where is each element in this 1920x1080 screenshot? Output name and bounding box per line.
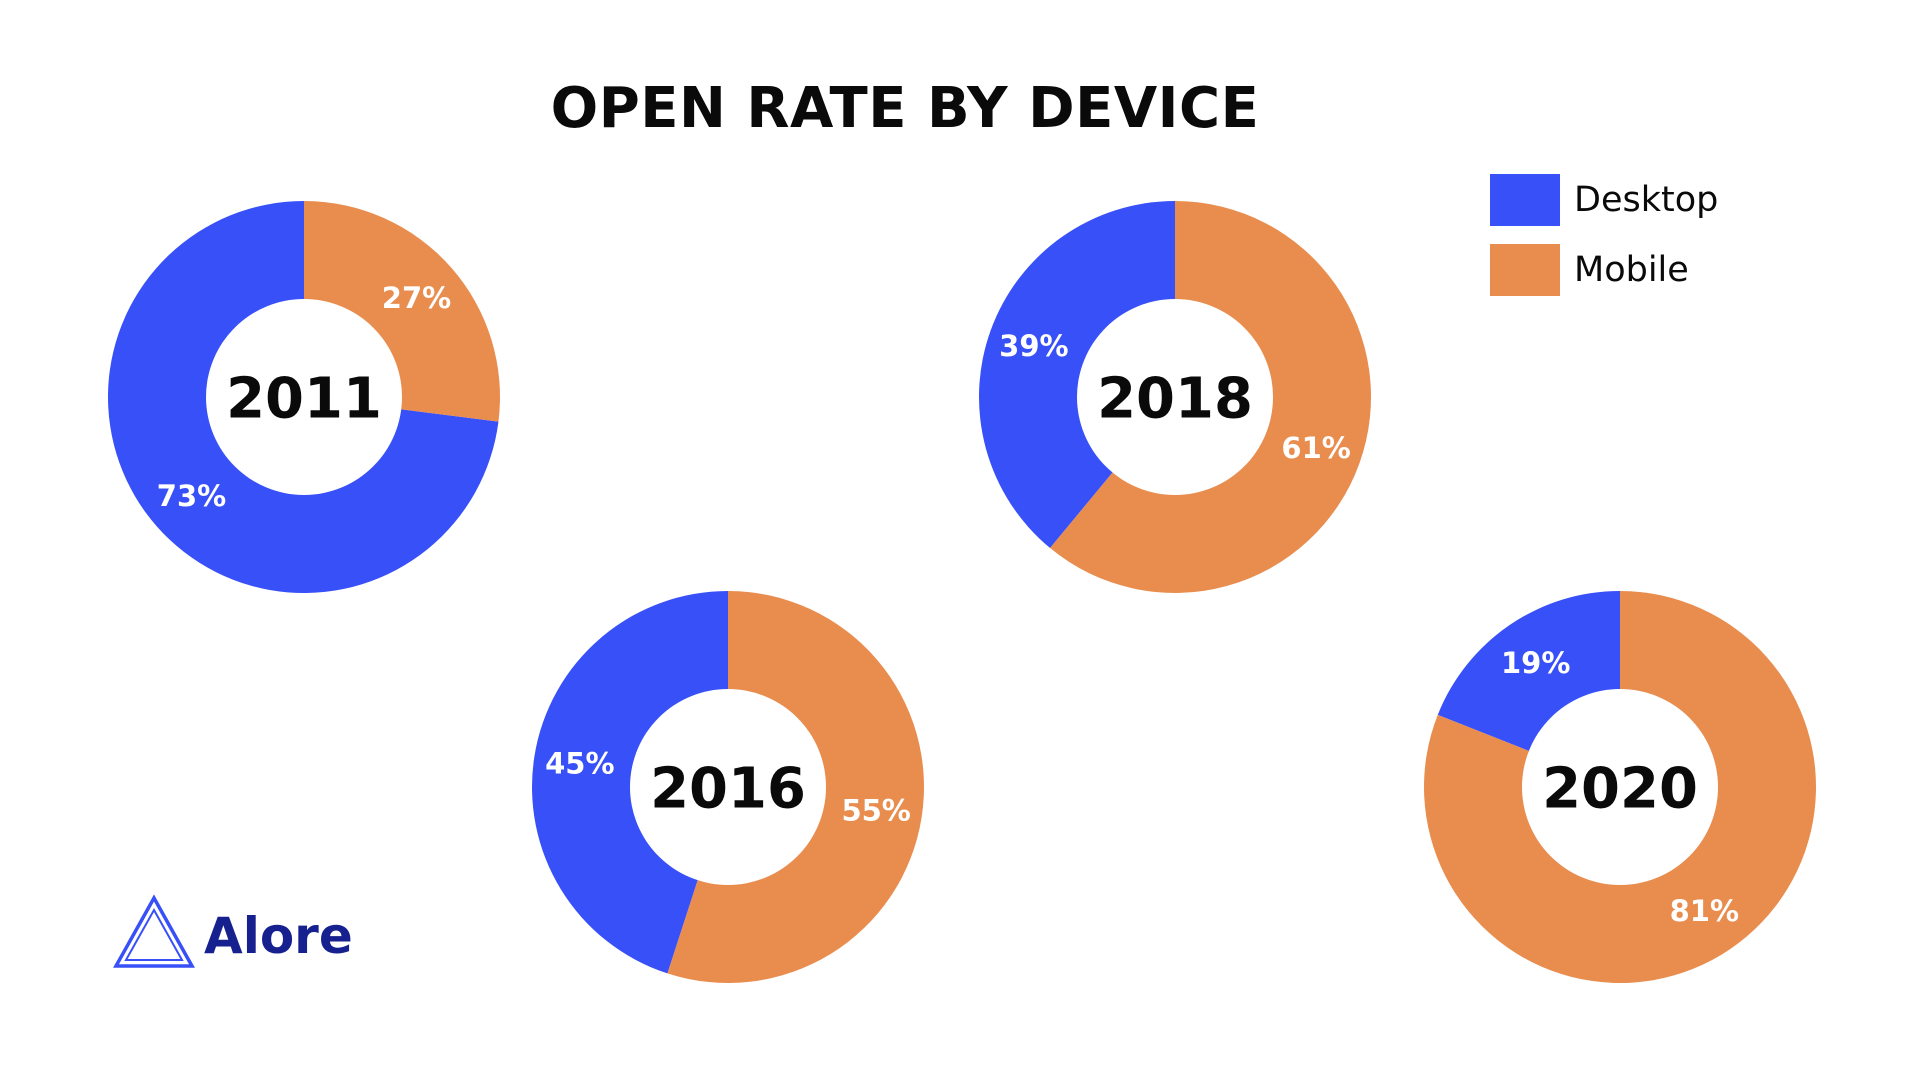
donut-hole-2018 [1077,299,1273,495]
legend-swatch-desktop [1490,174,1560,226]
data-label-desktop-2020: 19% [1501,646,1570,680]
donut-hole-2020 [1522,689,1718,885]
legend-item-mobile: Mobile [1490,244,1718,296]
legend-label-mobile: Mobile [1574,250,1689,290]
center-label-2018: 2018 [1097,367,1253,432]
data-label-mobile-2018: 61% [1281,431,1350,465]
donut-chart-2018: 39% 61% 2018 [979,201,1371,593]
donut-chart-2020: 19% 81% 2020 [1423,591,1816,983]
legend-item-desktop: Desktop [1490,174,1718,226]
slice-desktop-2016 [532,591,728,974]
donut-hole-2016 [630,689,826,885]
data-label-mobile-2011: 27% [382,281,451,315]
data-label-mobile-2016: 55% [841,793,910,827]
brand-logo: Alore [112,894,353,970]
legend: Desktop Mobile [1490,174,1718,314]
legend-swatch-mobile [1490,244,1560,296]
donut-chart-2016: 45% 55% 2016 [532,591,924,983]
chart-title: OPEN RATE BY DEVICE [550,76,1260,141]
slice-desktop-2018 [979,201,1175,549]
donut-hole-2011 [206,299,402,495]
data-label-mobile-2020: 81% [1670,894,1739,928]
center-label-2011: 2011 [226,367,382,432]
logo-text: Alore [204,907,353,965]
data-label-desktop-2018: 39% [999,329,1068,363]
center-label-2016: 2016 [650,757,806,822]
data-label-desktop-2016: 45% [545,747,614,781]
data-label-desktop-2011: 73% [157,479,226,513]
donut-chart-2011: 73% 27% 2011 [107,201,500,593]
triangle-logo-icon [113,894,195,968]
center-label-2020: 2020 [1542,757,1698,822]
legend-label-desktop: Desktop [1574,180,1719,220]
